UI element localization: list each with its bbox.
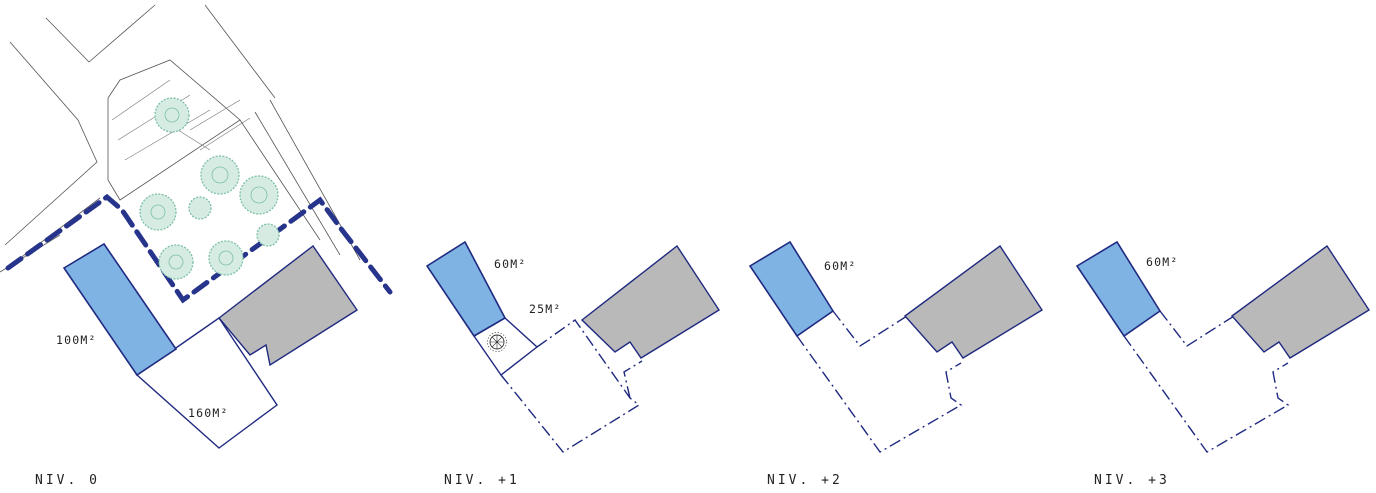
- existing-building: [217, 244, 358, 367]
- footprint-outline: [1123, 310, 1290, 453]
- area-label: 60M²: [824, 259, 857, 273]
- area-label: 25M²: [529, 302, 562, 316]
- garden-area: [135, 317, 278, 449]
- level-label: NIV. +3: [1094, 473, 1170, 488]
- new-volume: [748, 240, 835, 338]
- level-label: NIV. +2: [767, 473, 843, 488]
- existing-building: [580, 244, 720, 359]
- existing-building: [1230, 244, 1370, 359]
- panel-niv-2: 60M² NIV. +2: [748, 240, 1043, 488]
- panel-niv-3: 60M² NIV. +3: [1075, 240, 1370, 488]
- spiral-stair-icon: [487, 332, 507, 352]
- existing-building: [903, 244, 1043, 359]
- new-volume: [1075, 240, 1162, 338]
- new-volume: [425, 240, 507, 338]
- panel-niv-0: 100M² 160M² NIV. 0: [0, 4, 393, 488]
- area-label: 60M²: [494, 257, 527, 271]
- new-volume: [62, 242, 178, 377]
- site-boundary-dashed: [5, 193, 393, 304]
- footprint-outline: [500, 319, 641, 453]
- footprint-outline: [796, 310, 963, 453]
- area-label: 160M²: [188, 406, 229, 420]
- level-label: NIV. +1: [444, 473, 520, 488]
- level-label: NIV. 0: [35, 473, 100, 488]
- panel-niv-1: 60M² 25M² NIV. +1: [425, 240, 720, 488]
- area-label: 60M²: [1146, 255, 1179, 269]
- area-label: 100M²: [56, 333, 97, 347]
